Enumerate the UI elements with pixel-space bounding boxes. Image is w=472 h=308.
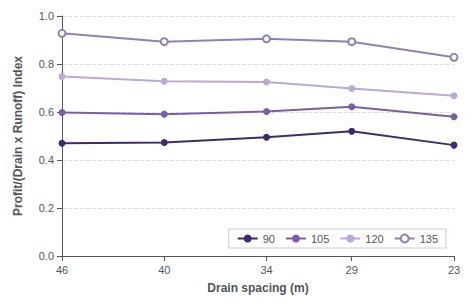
svg-text:0.0: 0.0 bbox=[39, 250, 54, 262]
svg-text:90: 90 bbox=[263, 233, 275, 245]
svg-text:105: 105 bbox=[311, 233, 329, 245]
svg-text:40: 40 bbox=[158, 264, 170, 276]
svg-text:1.0: 1.0 bbox=[39, 10, 54, 22]
svg-text:0.6: 0.6 bbox=[39, 106, 54, 118]
svg-text:23: 23 bbox=[448, 264, 460, 276]
svg-text:29: 29 bbox=[346, 264, 358, 276]
svg-text:0.4: 0.4 bbox=[39, 154, 54, 166]
svg-text:0.8: 0.8 bbox=[39, 58, 54, 70]
svg-text:Profit/(Drain x Runoff) Index: Profit/(Drain x Runoff) Index bbox=[11, 56, 25, 216]
svg-text:Drain spacing (m): Drain spacing (m) bbox=[207, 281, 308, 295]
svg-text:0.2: 0.2 bbox=[39, 202, 54, 214]
svg-text:120: 120 bbox=[365, 233, 383, 245]
svg-text:34: 34 bbox=[260, 264, 272, 276]
svg-text:135: 135 bbox=[420, 233, 438, 245]
svg-text:46: 46 bbox=[56, 264, 68, 276]
